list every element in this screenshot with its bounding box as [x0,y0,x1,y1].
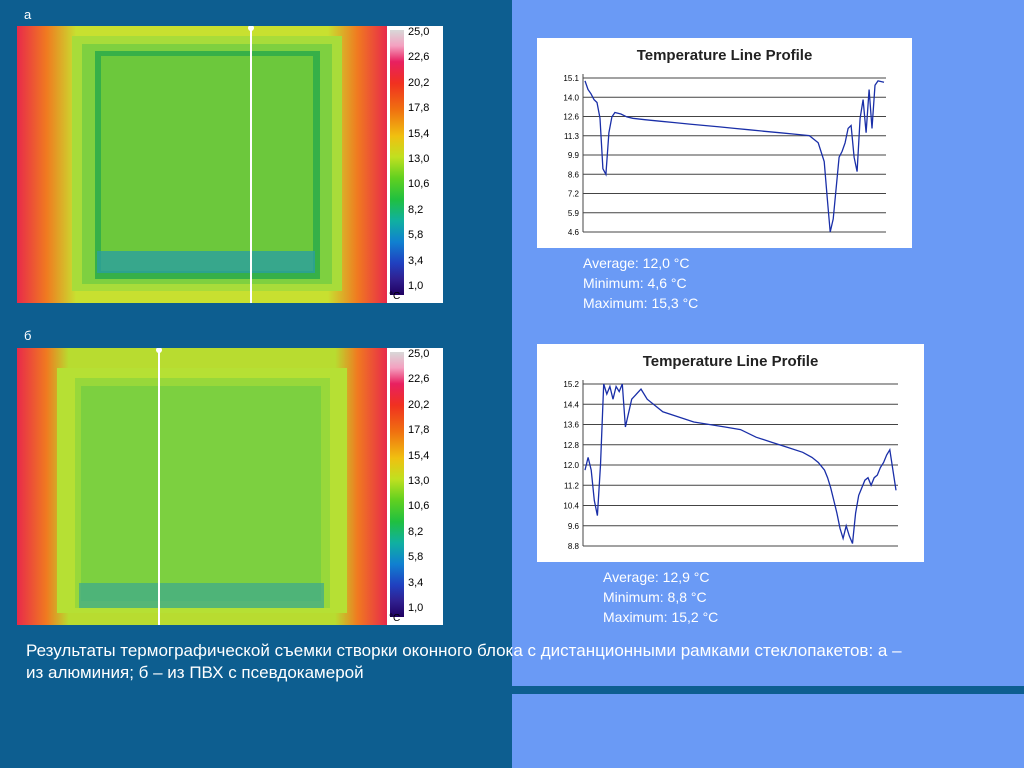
average-value: Average: 12,9 °C [603,569,710,585]
maximum-value: Maximum: 15,2 °C [603,609,719,625]
thermal-image-a [17,26,387,303]
scale-tick-label: 10,6 [408,178,430,191]
color-bar [390,352,404,617]
y-tick-label: 8.6 [568,170,580,179]
profile-series-line [584,80,885,233]
temperature-scale-b: °C 25,0 22,6 20,2 17,8 15,4 13,0 10,6 8,2 5,8 3,4… [387,348,443,625]
thermal-cursor-line [158,348,160,625]
average-value: Average: 12,0 °C [583,255,690,271]
y-tick-label: 12.8 [563,441,579,450]
chart-title: Temperature Line Profile [637,47,813,64]
chart-title: Temperature Line Profile [643,353,819,370]
scale-tick-label: 3,4 [408,254,424,267]
thermal-frame-b [17,348,387,625]
line-profile-chart-b: Temperature Line Profile 15.2 14.4 13.6 12.8… [537,344,924,562]
line-profile-svg-b: Temperature Line Profile 15.2 14.4 13.6 12.8… [563,353,898,551]
profile-series-line [584,383,897,544]
y-tick-label: 12.6 [563,113,579,122]
y-tick-label: 14.0 [563,93,579,102]
panel-label-a: а [24,7,32,22]
thermal-image-b [17,348,387,625]
line-profile-svg-a: Temperature Line Profile 15.1 14.0 12.6 11.3… [563,47,886,237]
scale-tick-label: 20,2 [408,398,430,411]
thermal-frame-a [17,26,387,303]
y-tick-label: 10.4 [563,502,579,511]
maximum-value: Maximum: 15,3 °C [583,295,699,311]
scale-tick-label: 3,4 [408,576,424,589]
scale-tick-label: 15,4 [408,127,430,140]
scale-tick-label: 1,0 [408,602,424,614]
thermal-cursor-marker [248,26,254,31]
scale-tick-label: 8,2 [408,525,424,538]
y-tick-label: 14.4 [563,400,579,409]
scale-tick-label: 22,6 [408,51,430,64]
thermal-cursor-line [250,26,252,303]
panel-label-b: б [24,328,32,343]
scale-unit: °C [389,613,401,624]
y-tick-label: 12.0 [563,461,579,470]
thermal-cursor-marker [156,348,162,353]
scale-tick-label: 8,2 [408,203,424,216]
scale-tick-label: 17,8 [408,424,430,437]
y-tick-label: 9.9 [568,151,580,160]
color-bar [390,30,404,295]
y-tick-label: 13.6 [563,421,579,430]
scale-tick-label: 20,2 [408,76,430,89]
divider-stripe [512,686,1024,694]
minimum-value: Minimum: 4,6 °C [583,275,687,291]
scale-tick-label: 17,8 [408,102,430,115]
stats-a: Average: 12,0 °C Minimum: 4,6 °C Maximum… [583,253,698,313]
scale-tick-label: 25,0 [408,348,430,360]
scale-tick-label: 13,0 [408,153,430,165]
y-tick-label: 4.6 [568,228,580,237]
scale-tick-label: 22,6 [408,373,430,386]
scale-tick-label: 5,8 [408,551,424,564]
y-tick-label: 8.8 [568,542,580,551]
y-tick-label: 15.1 [563,74,579,83]
scale-tick-label: 10,6 [408,500,430,513]
y-tick-label: 15.2 [563,380,579,389]
y-tick-label: 5.9 [568,209,580,218]
minimum-value: Minimum: 8,8 °C [603,589,707,605]
stats-b: Average: 12,9 °C Minimum: 8,8 °C Maximum… [603,567,718,627]
scale-tick-label: 5,8 [408,229,424,242]
figure-caption: Результаты термографической съемки створ… [26,641,902,682]
y-tick-label: 11.3 [564,132,580,141]
scale-tick-label: 25,0 [408,26,430,38]
scale-tick-label: 13,0 [408,475,430,487]
temperature-scale-a: °C 25,0 22,6 20,2 17,8 15,4 13,0 10,6 8,2 5,8 3,4… [387,26,443,303]
y-tick-label: 9.6 [568,522,580,531]
y-tick-label: 11.2 [564,481,580,490]
scale-unit: °C [389,291,401,302]
y-tick-label: 7.2 [568,190,580,199]
scale-tick-label: 1,0 [408,280,424,292]
scale-tick-label: 15,4 [408,449,430,462]
line-profile-chart-a: Temperature Line Profile 15.1 14.0 12.6 11.3… [537,38,912,248]
